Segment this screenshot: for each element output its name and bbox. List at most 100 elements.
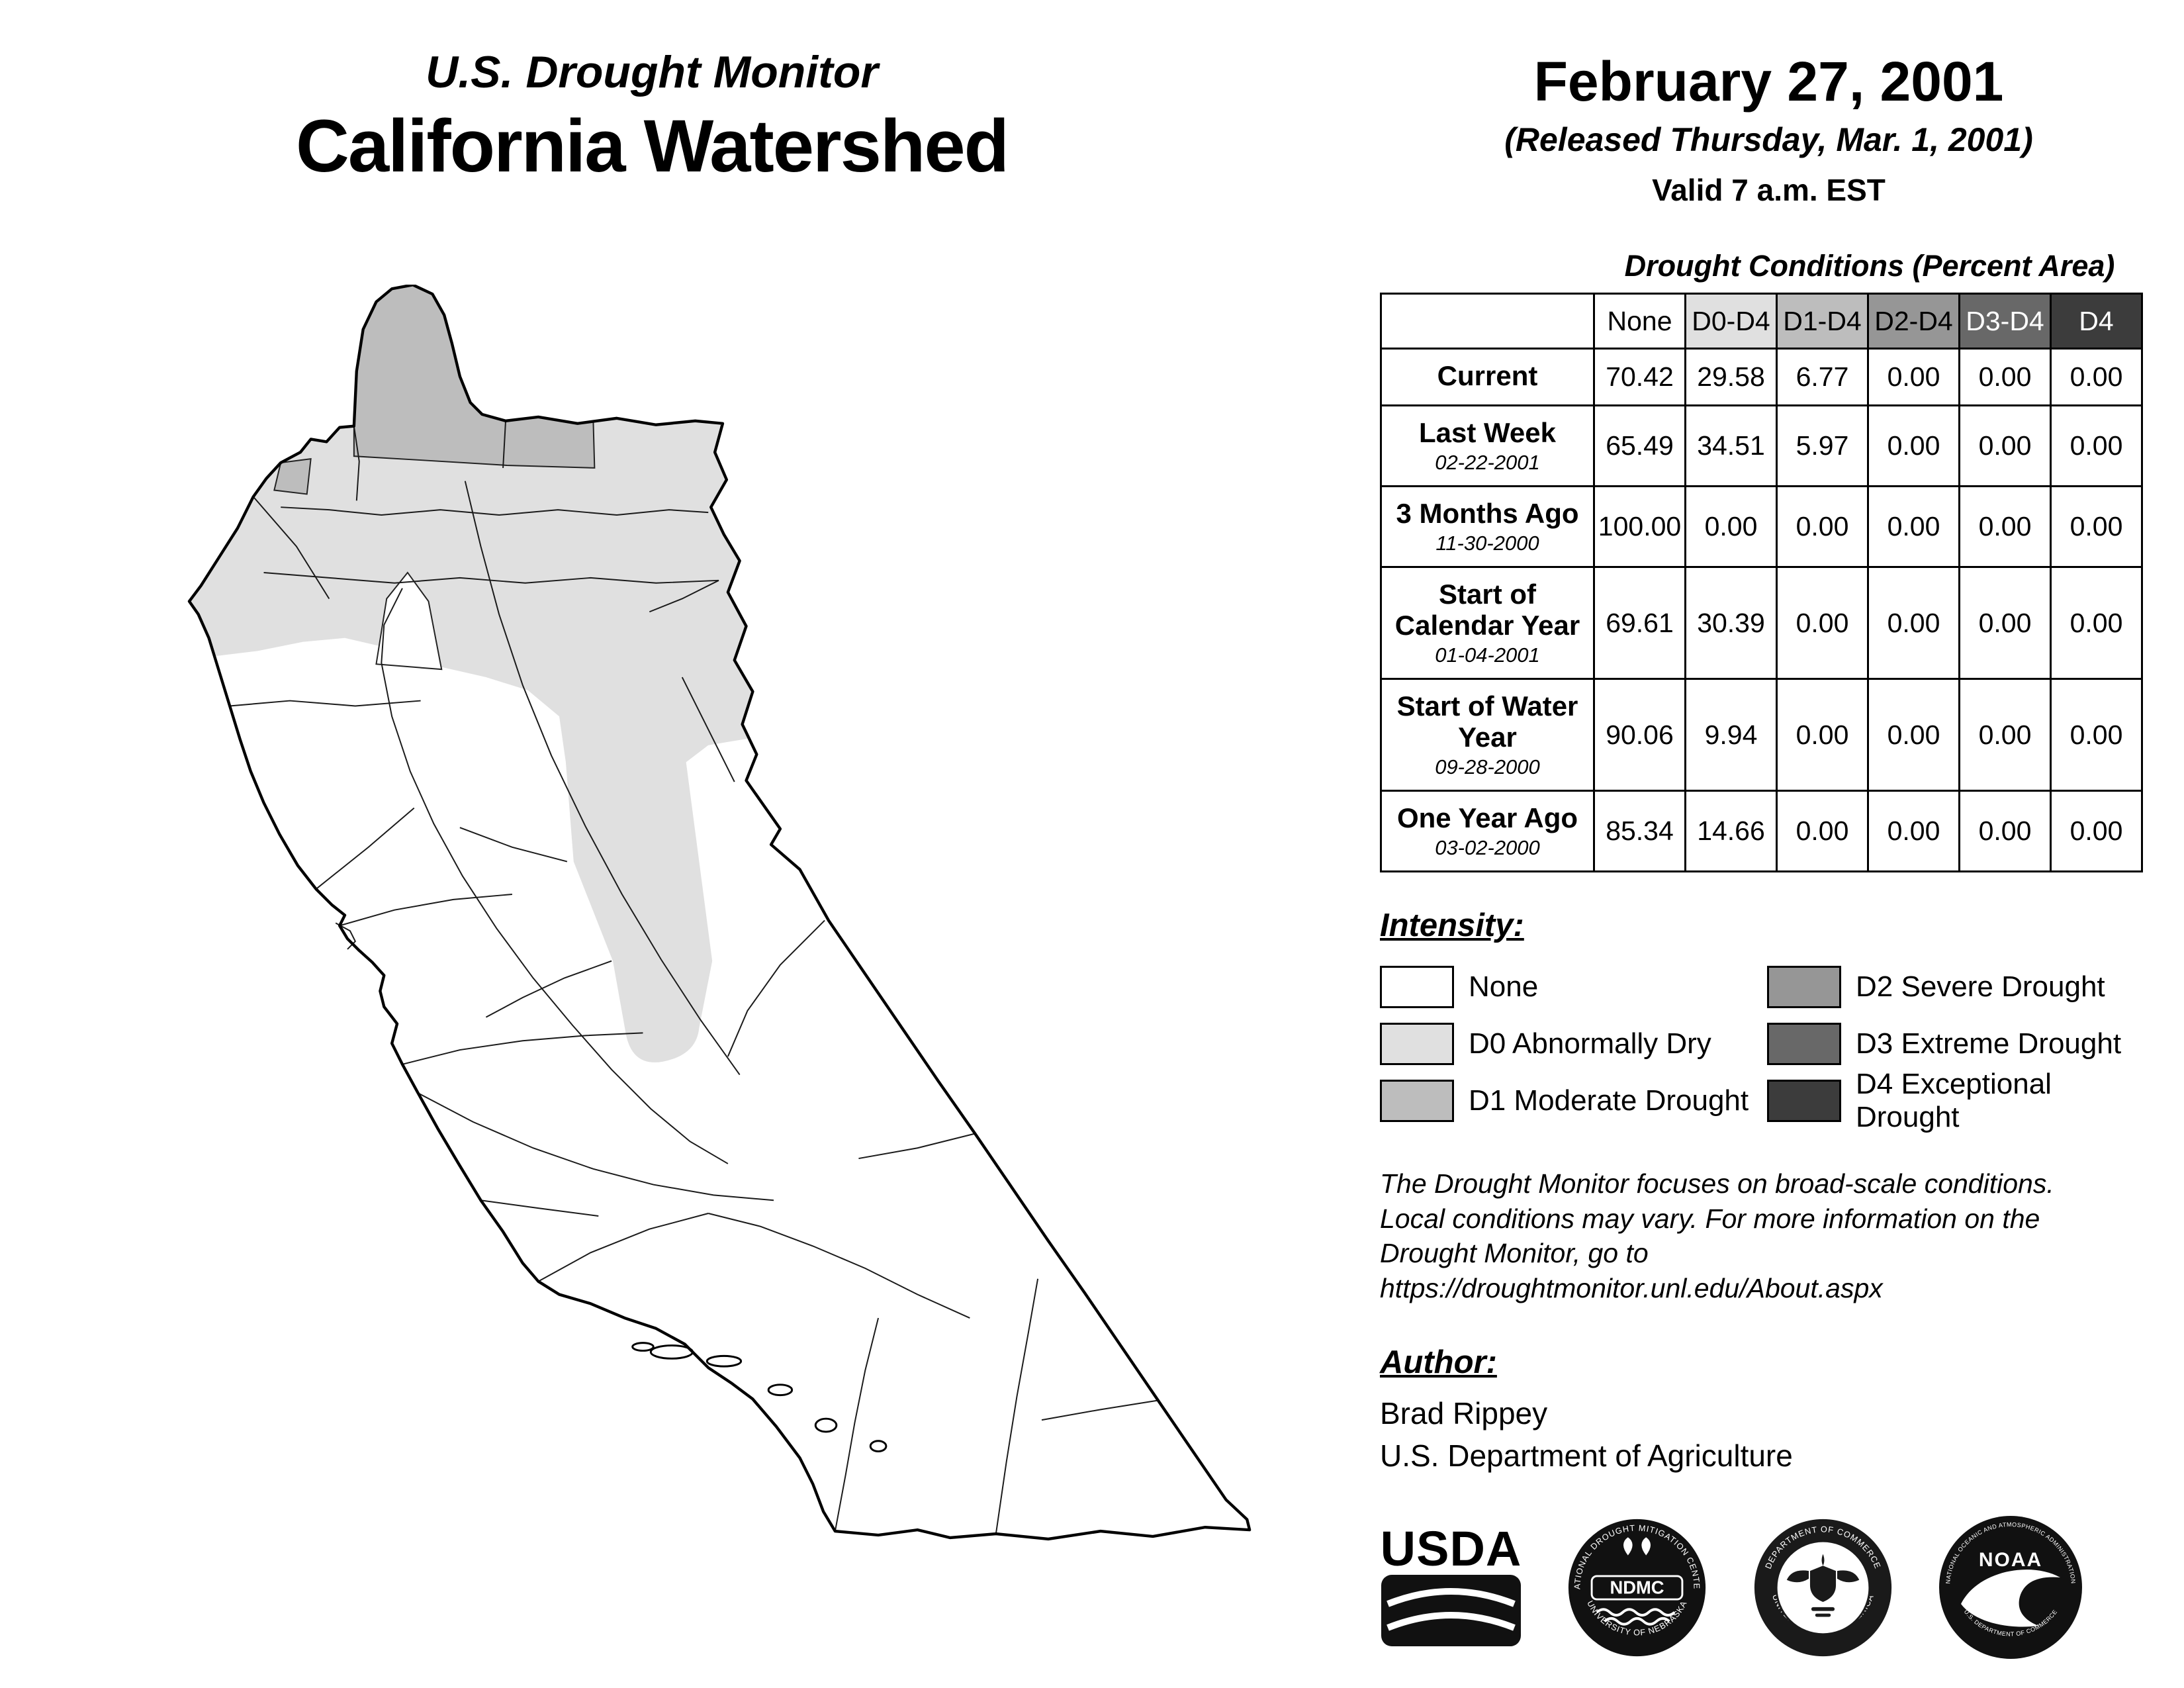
legend-item-d0: D0 Abnormally Dry: [1380, 1023, 1767, 1066]
value-cell: 0.00: [2050, 790, 2143, 873]
table-row: Current 70.42 29.58 6.77 0.00 0.00 0.00: [1380, 347, 2143, 407]
row-date: 09-28-2000: [1435, 755, 1540, 779]
legend-label: D0 Abnormally Dry: [1469, 1027, 1711, 1060]
map-region-d1-coast: [273, 457, 312, 495]
value-cell: 0.00: [1776, 678, 1869, 792]
value-cell: 30.39: [1684, 566, 1778, 680]
valid-time: Valid 7 a.m. EST: [1652, 173, 1886, 207]
value-cell: 0.00: [1776, 485, 1869, 569]
value-cell: 65.49: [1593, 404, 1686, 488]
disclaimer-line1: The Drought Monitor focuses on broad-sca…: [1380, 1168, 2054, 1199]
value-cell: 0.00: [1867, 678, 1960, 792]
legend-swatch-d3: [1767, 1023, 1841, 1066]
table-header-ghost: [1380, 293, 1595, 350]
noaa-logo: NATIONAL OCEANIC AND ATMOSPHERIC ADMINIS…: [1939, 1516, 2082, 1660]
legend-item-d2: D2 Severe Drought: [1767, 966, 2154, 1009]
legend-item-d4: D4 Exceptional Drought: [1767, 1068, 2154, 1134]
col-header-d1d4: D1-D4: [1776, 293, 1869, 350]
california-watershed-map: [185, 283, 1257, 1554]
report-title: U.S. Drought Monitor California Watershe…: [69, 46, 1234, 189]
value-cell: 0.00: [1684, 485, 1778, 569]
legend-swatch-none: [1380, 966, 1454, 1009]
row-date: 03-02-2000: [1435, 836, 1540, 860]
legend-label: D1 Moderate Drought: [1469, 1084, 1749, 1117]
row-label: One Year Ago: [1396, 802, 1578, 834]
value-cell: 0.00: [1867, 566, 1960, 680]
table-caption: Drought Conditions (Percent Area): [1624, 249, 2115, 283]
ndmc-logo: NATIONAL DROUGHT MITIGATION CENTER UNIVE…: [1566, 1517, 1706, 1656]
value-cell: 70.42: [1593, 347, 1686, 407]
value-cell: 29.58: [1684, 347, 1778, 407]
table-row: Start of Calendar Year 01-04-2001 69.61 3…: [1380, 566, 2143, 680]
col-header-d4: D4: [2050, 293, 2143, 350]
release-date: (Released Thursday, Mar. 1, 2001): [1504, 121, 2033, 158]
value-cell: 90.06: [1593, 678, 1686, 792]
col-header-none: None: [1593, 293, 1686, 350]
value-cell: 9.94: [1684, 678, 1778, 792]
value-cell: 69.61: [1593, 566, 1686, 680]
value-cell: 0.00: [2050, 485, 2143, 569]
map-svg: [187, 283, 1251, 1541]
author-org: U.S. Department of Agriculture: [1380, 1438, 1793, 1474]
value-cell: 0.00: [1867, 404, 1960, 488]
row-date: 01-04-2001: [1435, 643, 1540, 667]
value-cell: 0.00: [2050, 678, 2143, 792]
value-cell: 0.00: [1776, 790, 1869, 873]
legend-item-d1: D1 Moderate Drought: [1380, 1080, 1767, 1123]
legend-swatch-d4: [1767, 1080, 1841, 1123]
commerce-logo: DEPARTMENT OF COMMERCE UNITED STATES OF …: [1754, 1519, 1892, 1656]
intensity-legend: None D0 Abnormally Dry D1 Moderate Droug…: [1380, 959, 2158, 1133]
usda-symbol: [1381, 1574, 1521, 1646]
value-cell: 5.97: [1776, 404, 1869, 488]
row-date: 02-22-2001: [1435, 451, 1540, 475]
map-outline: [187, 283, 1251, 1541]
value-cell: 0.00: [2050, 347, 2143, 407]
noaa-center-text: NOAA: [1979, 1549, 2042, 1571]
value-cell: 0.00: [1958, 678, 2052, 792]
table-header-row: None D0-D4 D1-D4 D2-D4 D3-D4 D4: [1380, 293, 2143, 350]
value-cell: 85.34: [1593, 790, 1686, 873]
legend-label: D3 Extreme Drought: [1856, 1027, 2122, 1060]
agency-logos: USDA NATIONAL DROUGHT MITIGATION CENTER …: [1380, 1515, 2158, 1660]
table-row: Start of Water Year 09-28-2000 90.06 9.94…: [1380, 678, 2143, 792]
value-cell: 0.00: [1958, 404, 2052, 488]
value-cell: 0.00: [1776, 566, 1869, 680]
table-row: 3 Months Ago 11-30-2000 100.00 0.00 0.00 …: [1380, 485, 2143, 569]
value-cell: 0.00: [1958, 790, 2052, 873]
legend-item-none: None: [1380, 966, 1767, 1009]
disclaimer-line3: Drought Monitor, go to https://droughtmo…: [1380, 1238, 1883, 1303]
report-title-line2: California Watershed: [295, 105, 1009, 187]
map-valley-wedge: [375, 571, 443, 671]
value-cell: 0.00: [2050, 404, 2143, 488]
row-label: Current: [1437, 360, 1538, 391]
col-header-d3d4: D3-D4: [1958, 293, 2052, 350]
legend-item-d3: D3 Extreme Drought: [1767, 1023, 2154, 1066]
value-cell: 0.00: [1867, 485, 1960, 569]
table-row: Last Week 02-22-2001 65.49 34.51 5.97 0.0…: [1380, 404, 2143, 488]
value-cell: 0.00: [1958, 485, 2052, 569]
map-region-d1-north: [353, 284, 596, 469]
row-label: Last Week: [1419, 417, 1556, 449]
row-label: Start of Calendar Year: [1394, 579, 1580, 641]
drought-conditions-table: None D0-D4 D1-D4 D2-D4 D3-D4 D4 Current …: [1380, 293, 2143, 873]
disclaimer: The Drought Monitor focuses on broad-sca…: [1380, 1166, 2158, 1305]
value-cell: 0.00: [1867, 790, 1960, 873]
value-cell: 0.00: [1958, 566, 2052, 680]
map-channel-islands: [631, 1342, 887, 1453]
disclaimer-line2: Local conditions may vary. For more info…: [1380, 1203, 2040, 1234]
value-cell: 0.00: [1867, 347, 1960, 407]
map-interior-boundaries: [230, 420, 1159, 1534]
legend-label: None: [1469, 970, 1539, 1004]
right-column: February 27, 2001 (Released Thursday, Ma…: [1380, 50, 2158, 1688]
legend-label: D4 Exceptional Drought: [1856, 1068, 2052, 1134]
ndmc-center-text: NDMC: [1610, 1577, 1664, 1597]
intensity-heading: Intensity:: [1380, 908, 1524, 944]
report-date: February 27, 2001: [1533, 50, 2004, 113]
map-region-d0: [189, 285, 753, 1062]
noaa-bird: [1961, 1570, 2060, 1627]
doc-eagle: [1786, 1554, 1860, 1617]
legend-label: D2 Severe Drought: [1856, 970, 2105, 1004]
col-header-d0d4: D0-D4: [1684, 293, 1778, 350]
value-cell: 34.51: [1684, 404, 1778, 488]
